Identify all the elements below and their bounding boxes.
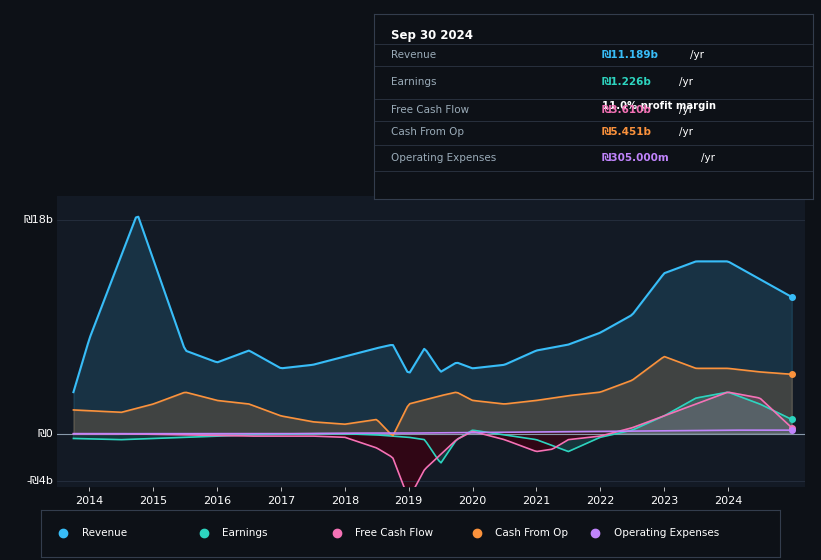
Text: -₪4b: -₪4b xyxy=(27,476,53,486)
Text: Sep 30 2024: Sep 30 2024 xyxy=(391,29,473,42)
Text: /yr: /yr xyxy=(679,105,693,115)
Text: ₪1.226b: ₪1.226b xyxy=(602,77,652,87)
Text: Cash From Op: Cash From Op xyxy=(496,529,568,538)
Text: Earnings: Earnings xyxy=(391,77,437,87)
Text: /yr: /yr xyxy=(690,50,704,60)
Text: Revenue: Revenue xyxy=(82,529,126,538)
Text: /yr: /yr xyxy=(679,127,693,137)
Text: 11.0% profit margin: 11.0% profit margin xyxy=(602,101,716,111)
Text: ₪3.610b: ₪3.610b xyxy=(602,105,652,115)
Text: ₪18b: ₪18b xyxy=(24,215,53,225)
Text: ₪0: ₪0 xyxy=(38,429,53,438)
Text: Free Cash Flow: Free Cash Flow xyxy=(391,105,470,115)
Text: Operating Expenses: Operating Expenses xyxy=(391,153,497,163)
Text: Free Cash Flow: Free Cash Flow xyxy=(355,529,433,538)
Text: ₪11.189b: ₪11.189b xyxy=(602,50,659,60)
Text: Cash From Op: Cash From Op xyxy=(391,127,464,137)
Text: /yr: /yr xyxy=(701,153,715,163)
Text: ₪305.000m: ₪305.000m xyxy=(602,153,670,163)
Text: Operating Expenses: Operating Expenses xyxy=(613,529,719,538)
Text: ₪5.451b: ₪5.451b xyxy=(602,127,652,137)
Text: Revenue: Revenue xyxy=(391,50,436,60)
Text: Earnings: Earnings xyxy=(222,529,268,538)
Text: /yr: /yr xyxy=(679,77,693,87)
